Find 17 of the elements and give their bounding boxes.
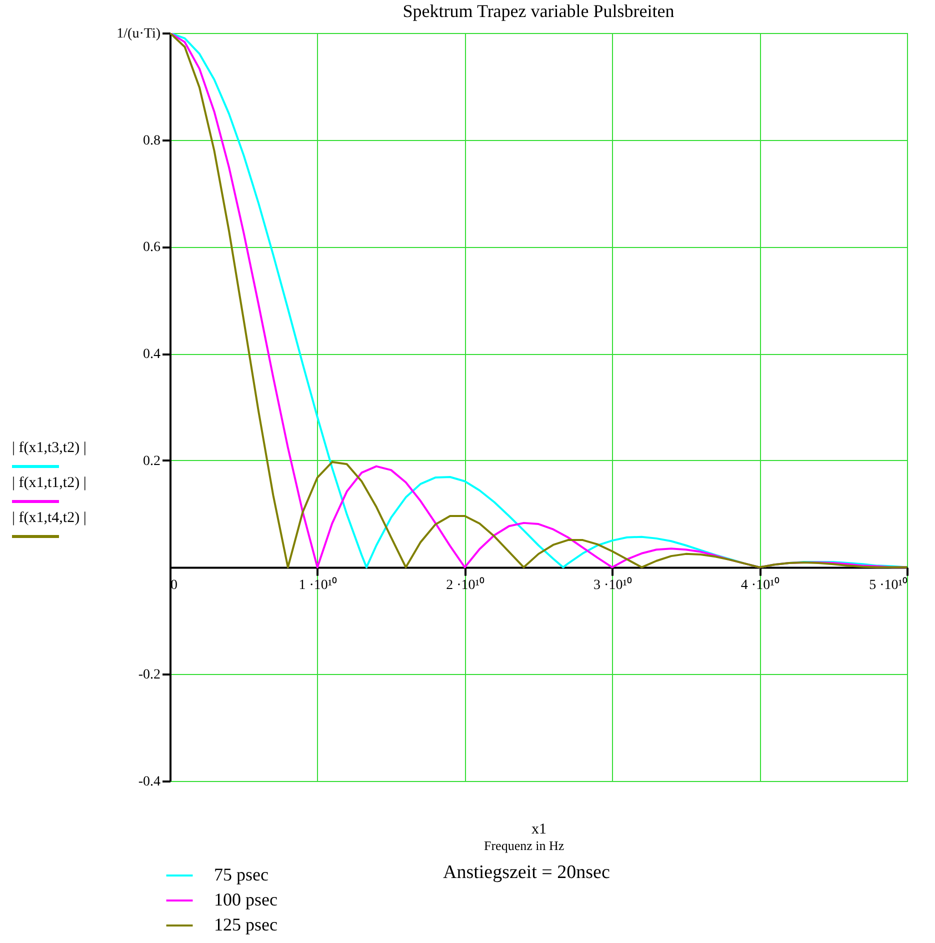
text: Anstiegszeit = 20nsec bbox=[443, 862, 610, 884]
chart-title: Spektrum Trapez variable Pulsbreiten bbox=[402, 1, 674, 21]
legend-label: 100 psec bbox=[214, 890, 278, 910]
x-axis-title: x1 bbox=[532, 822, 546, 838]
text: | f(x1,t3,t2) | bbox=[12, 440, 86, 457]
y-tick-label: 0.2 bbox=[143, 454, 160, 469]
y-tick-label: -0.4 bbox=[138, 774, 160, 790]
legend-label: 125 psec bbox=[214, 914, 278, 934]
text: Frequenz in Hz bbox=[484, 838, 564, 854]
y-tick-label: 0.8 bbox=[143, 133, 160, 148]
text: | f(x1,t1,t2) | bbox=[12, 475, 86, 492]
legend-label: 75 psec bbox=[214, 864, 268, 884]
y-tick-label: -0.2 bbox=[138, 668, 160, 683]
y-tick-label: 0.4 bbox=[143, 347, 160, 362]
y-tick-label: 0.6 bbox=[143, 240, 160, 256]
y-tick-label: 1/(u·Ti) bbox=[116, 26, 161, 42]
text: | f(x1,t4,t2) | bbox=[12, 510, 86, 527]
